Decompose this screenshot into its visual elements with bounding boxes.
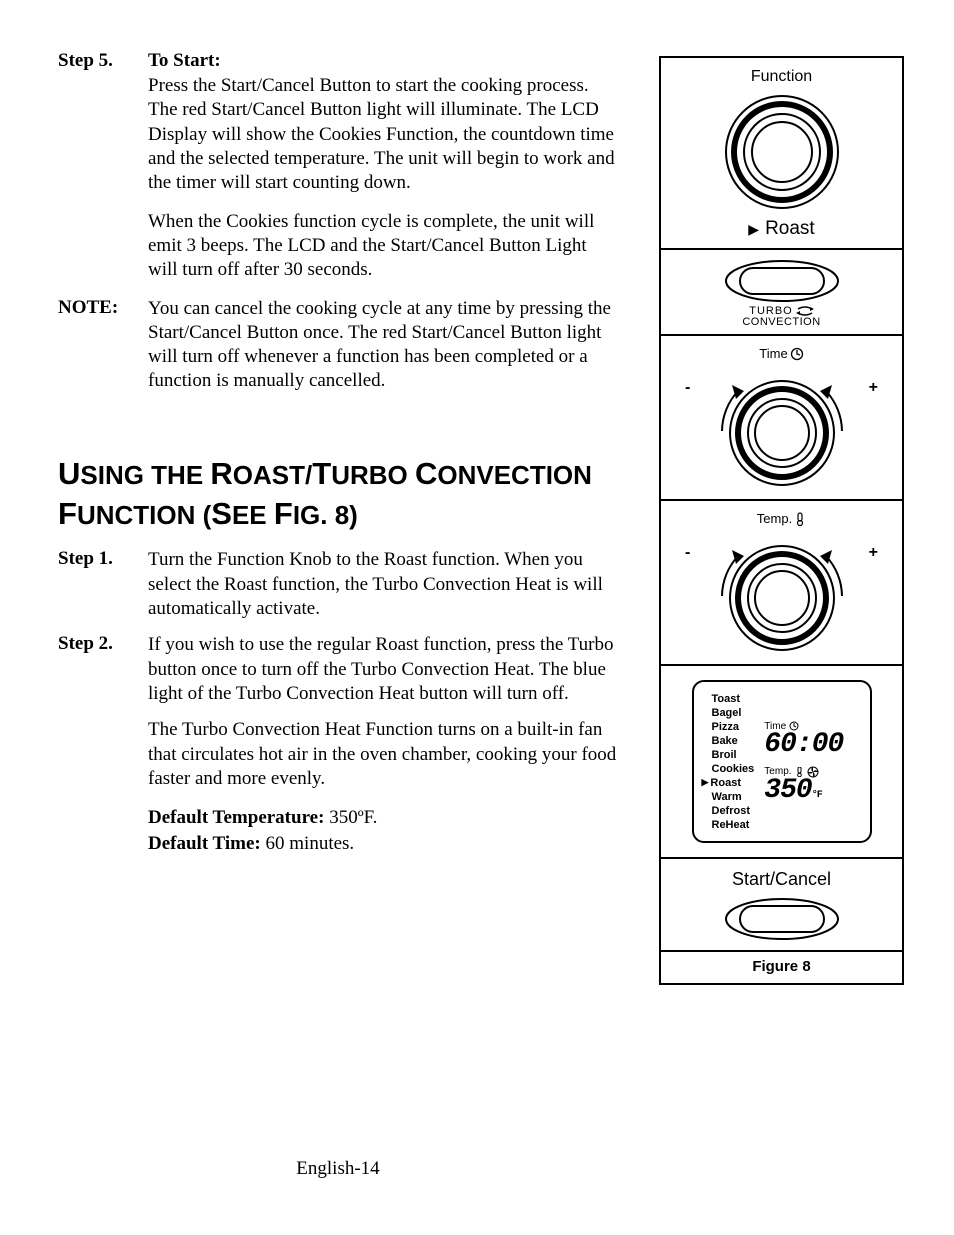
step1-label: Step 1. xyxy=(58,548,148,621)
lcd-func-toast: Toast xyxy=(712,692,755,705)
note-body: You can cancel the cooking cycle at any … xyxy=(148,297,618,394)
start-cancel-section: Start/Cancel xyxy=(661,859,902,950)
step5-label: Step 5. xyxy=(58,50,148,72)
lcd-func-roast: Roast xyxy=(712,776,755,789)
roast-indicator: Roast xyxy=(748,218,814,240)
default-time-label: Default Time: xyxy=(148,833,261,854)
step5-para2: When the Cookies function cycle is compl… xyxy=(148,210,618,283)
turbo-button-icon xyxy=(722,258,842,304)
temp-label: Temp. xyxy=(757,511,806,526)
lcd-time-value: 60:00 xyxy=(764,732,861,757)
lcd-func-defrost: Defrost xyxy=(712,804,755,817)
start-cancel-button-icon xyxy=(722,896,842,942)
turbo-line2: CONVECTION xyxy=(742,316,820,328)
page-footer: English-14 xyxy=(58,1158,618,1180)
roast-text: Roast xyxy=(765,218,815,240)
lcd-func-bagel: Bagel xyxy=(712,706,755,719)
fan-arrows-icon xyxy=(796,306,814,316)
temp-label-text: Temp. xyxy=(757,511,792,526)
default-temp: Default Temperature: 350ºF. xyxy=(148,805,618,831)
lcd-function-list: Toast Bagel Pizza Bake Broil Cookies Roa… xyxy=(712,692,755,831)
figure-caption: Figure 8 xyxy=(661,952,902,983)
time-knob-section: Time - + xyxy=(661,336,902,499)
lcd-section: Toast Bagel Pizza Bake Broil Cookies Roa… xyxy=(661,666,902,857)
time-label: Time xyxy=(759,346,803,361)
function-label: Function xyxy=(751,68,812,86)
clock-icon xyxy=(790,347,804,361)
lcd-temp-unit: °F xyxy=(812,790,822,801)
step2-label: Step 2. xyxy=(58,633,148,706)
lcd-right: Time 60:00 Temp. 350°F xyxy=(760,692,861,831)
turbo-label: TURBO CONVECTION xyxy=(742,306,820,328)
time-minus: - xyxy=(685,379,690,397)
lcd-display: Toast Bagel Pizza Bake Broil Cookies Roa… xyxy=(692,680,872,843)
start-cancel-label: Start/Cancel xyxy=(732,869,831,890)
temp-knob-section: Temp. - + xyxy=(661,501,902,664)
thermometer-icon xyxy=(794,512,806,526)
lcd-func-cookies: Cookies xyxy=(712,762,755,775)
section-heading: USING THE ROAST/TURBO CONVECTION FUNCTIO… xyxy=(58,454,618,535)
step5-title: To Start: xyxy=(148,50,221,72)
step1-body: Turn the Function Knob to the Roast func… xyxy=(148,548,618,621)
lcd-temp-value: 350°F xyxy=(764,778,861,803)
function-knob-icon xyxy=(722,92,842,212)
temp-minus: - xyxy=(685,544,690,562)
turbo-button-section: TURBO CONVECTION xyxy=(661,250,902,334)
time-plus: + xyxy=(869,379,878,397)
default-time-value: 60 minutes. xyxy=(261,833,354,854)
step2-line: Step 2. If you wish to use the regular R… xyxy=(58,633,618,706)
function-knob-section: Function Roast xyxy=(661,58,902,248)
figure-8-panel: Function Roast TURBO CONVECTION xyxy=(659,56,904,985)
lcd-func-reheat: ReHeat xyxy=(712,818,755,831)
note-block: NOTE: You can cancel the cooking cycle a… xyxy=(58,297,618,394)
step1-line: Step 1. Turn the Function Knob to the Ro… xyxy=(58,548,618,621)
default-time: Default Time: 60 minutes. xyxy=(148,831,618,857)
step5-header: Step 5. To Start: xyxy=(58,50,618,72)
lcd-func-pizza: Pizza xyxy=(712,720,755,733)
temp-plus: + xyxy=(869,544,878,562)
temp-knob-icon xyxy=(702,526,862,656)
default-temp-value: 350ºF. xyxy=(324,807,377,828)
lcd-func-bake: Bake xyxy=(712,734,755,747)
step2-body: If you wish to use the regular Roast fun… xyxy=(148,633,618,706)
lcd-func-warm: Warm xyxy=(712,790,755,803)
time-label-text: Time xyxy=(759,346,787,361)
step2-para2: The Turbo Convection Heat Function turns… xyxy=(148,718,618,791)
lcd-func-broil: Broil xyxy=(712,748,755,761)
main-text-column: Step 5. To Start: Press the Start/Cancel… xyxy=(58,50,618,856)
note-label: NOTE: xyxy=(58,297,148,394)
default-temp-label: Default Temperature: xyxy=(148,807,324,828)
step5-para1: Press the Start/Cancel Button to start t… xyxy=(148,74,618,196)
time-knob-icon xyxy=(702,361,862,491)
